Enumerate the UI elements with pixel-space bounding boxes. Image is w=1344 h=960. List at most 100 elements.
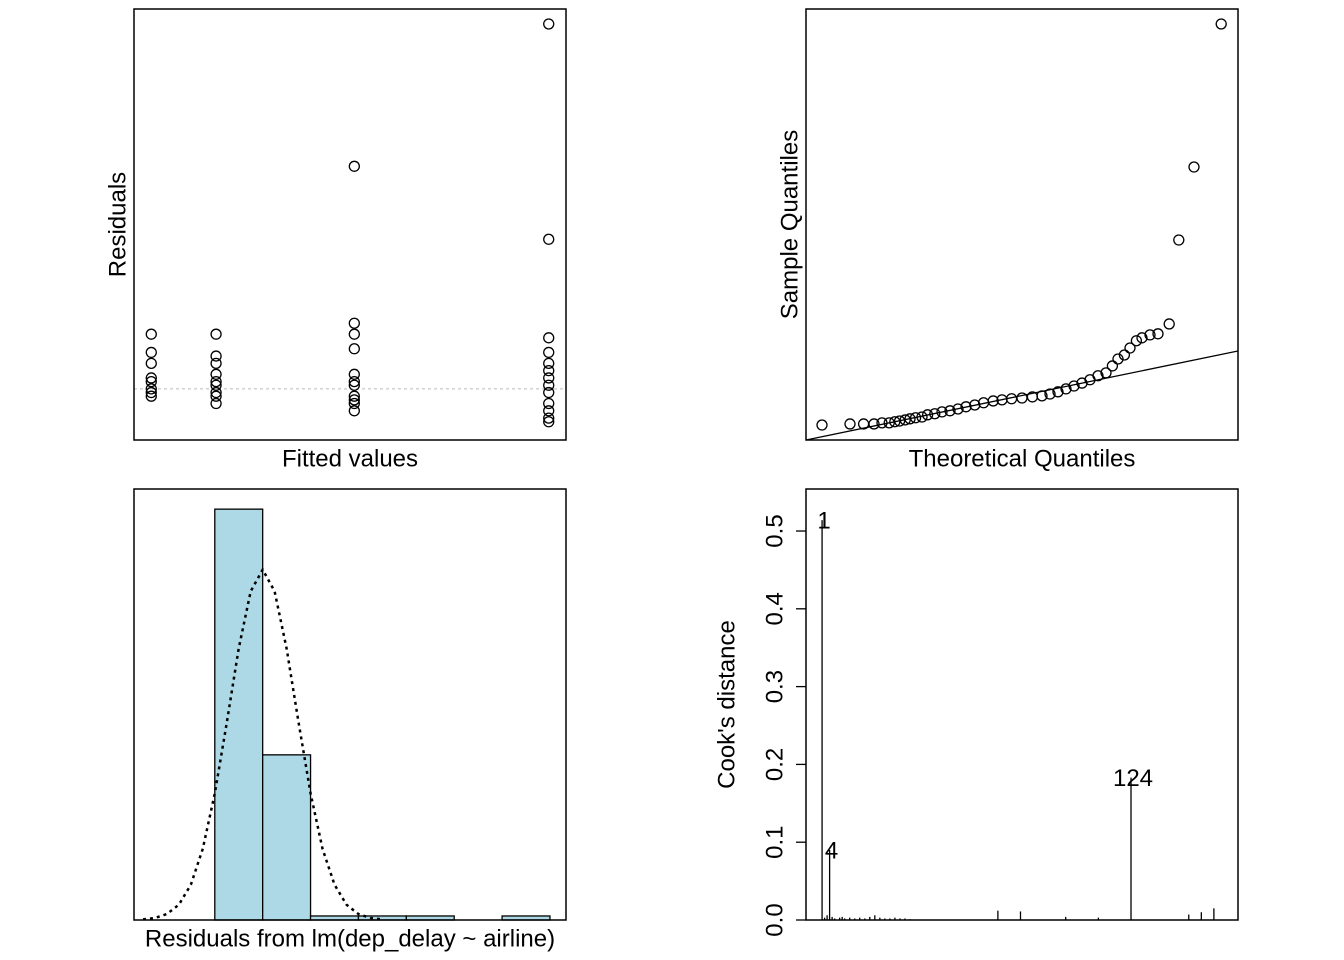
point — [145, 390, 157, 402]
point-label: 4 — [825, 837, 838, 864]
point — [1106, 360, 1119, 372]
point — [348, 375, 360, 388]
point — [543, 416, 555, 428]
point — [145, 383, 157, 395]
point — [1036, 390, 1048, 402]
point — [883, 417, 895, 429]
point — [145, 375, 157, 388]
point — [210, 350, 222, 362]
point — [844, 418, 856, 430]
point — [543, 379, 555, 391]
point — [543, 332, 555, 344]
point — [944, 405, 956, 417]
point — [543, 233, 555, 245]
point — [210, 390, 222, 402]
point — [1173, 234, 1185, 246]
point — [543, 365, 555, 377]
plot-frame — [805, 8, 1239, 441]
point — [145, 328, 157, 340]
x-axis-label: Fitted values — [282, 445, 418, 472]
point — [1092, 370, 1104, 382]
point — [543, 372, 555, 384]
point — [210, 375, 222, 388]
point — [210, 397, 222, 410]
point-label: 124 — [1113, 765, 1153, 792]
point — [145, 372, 157, 384]
point — [348, 390, 360, 402]
point — [909, 412, 922, 424]
point — [1052, 386, 1064, 398]
point — [348, 397, 360, 410]
point — [1044, 388, 1056, 400]
point — [543, 357, 555, 370]
y-tick-label: 0.2 — [761, 748, 788, 781]
point — [1068, 380, 1080, 392]
point — [145, 346, 157, 359]
point — [1163, 318, 1175, 330]
histogram-bar — [214, 508, 264, 921]
point — [857, 418, 870, 430]
x-axis-label: Residuals from lm(dep_delay ~ airline) — [145, 925, 555, 952]
point — [1100, 367, 1112, 379]
point — [916, 411, 928, 423]
point — [543, 397, 555, 410]
point — [1016, 392, 1028, 404]
point — [1118, 349, 1131, 361]
point — [543, 386, 555, 399]
point — [1152, 328, 1164, 340]
point — [889, 416, 901, 428]
point — [1060, 383, 1072, 395]
point — [543, 405, 555, 417]
point — [876, 417, 888, 429]
point — [348, 317, 360, 329]
y-axis-label: Sample Quantiles — [776, 130, 803, 319]
point — [1112, 353, 1124, 365]
point — [1144, 329, 1156, 341]
point — [145, 357, 157, 370]
x-axis-label: Theoretical Quantiles — [909, 445, 1136, 472]
plot-frame — [805, 488, 1239, 921]
point — [893, 415, 906, 427]
point — [1130, 335, 1143, 347]
point — [1136, 332, 1148, 344]
point — [1215, 18, 1227, 30]
plot-frame — [133, 8, 567, 441]
y-tick-label: 0.3 — [761, 670, 788, 703]
point — [348, 394, 360, 406]
plot-frame — [133, 488, 567, 921]
qq-line — [806, 350, 1238, 440]
density-curve — [142, 567, 383, 920]
point — [952, 403, 964, 415]
y-axis-label: Cook's distance — [713, 620, 740, 789]
point — [210, 368, 222, 380]
point — [929, 408, 941, 420]
point — [210, 379, 222, 391]
y-axis-label: Residuals — [104, 172, 131, 277]
point — [210, 328, 222, 340]
point — [816, 419, 828, 431]
point — [543, 18, 555, 30]
point — [921, 409, 934, 421]
point — [348, 368, 360, 380]
point — [936, 406, 948, 418]
point — [348, 328, 360, 340]
point — [899, 414, 911, 426]
point — [868, 418, 880, 430]
point — [987, 395, 999, 407]
y-tick-label: 0.0 — [761, 903, 788, 936]
point — [1188, 161, 1200, 173]
histogram-bar — [262, 754, 312, 921]
point — [904, 413, 916, 425]
point — [348, 405, 360, 417]
point — [210, 357, 222, 370]
point — [1124, 342, 1136, 354]
point — [348, 160, 360, 172]
point — [348, 343, 360, 355]
point — [210, 386, 222, 399]
point — [543, 346, 555, 359]
point — [960, 401, 972, 413]
point — [543, 412, 555, 424]
point — [145, 386, 157, 399]
y-tick-label: 0.5 — [761, 514, 788, 547]
